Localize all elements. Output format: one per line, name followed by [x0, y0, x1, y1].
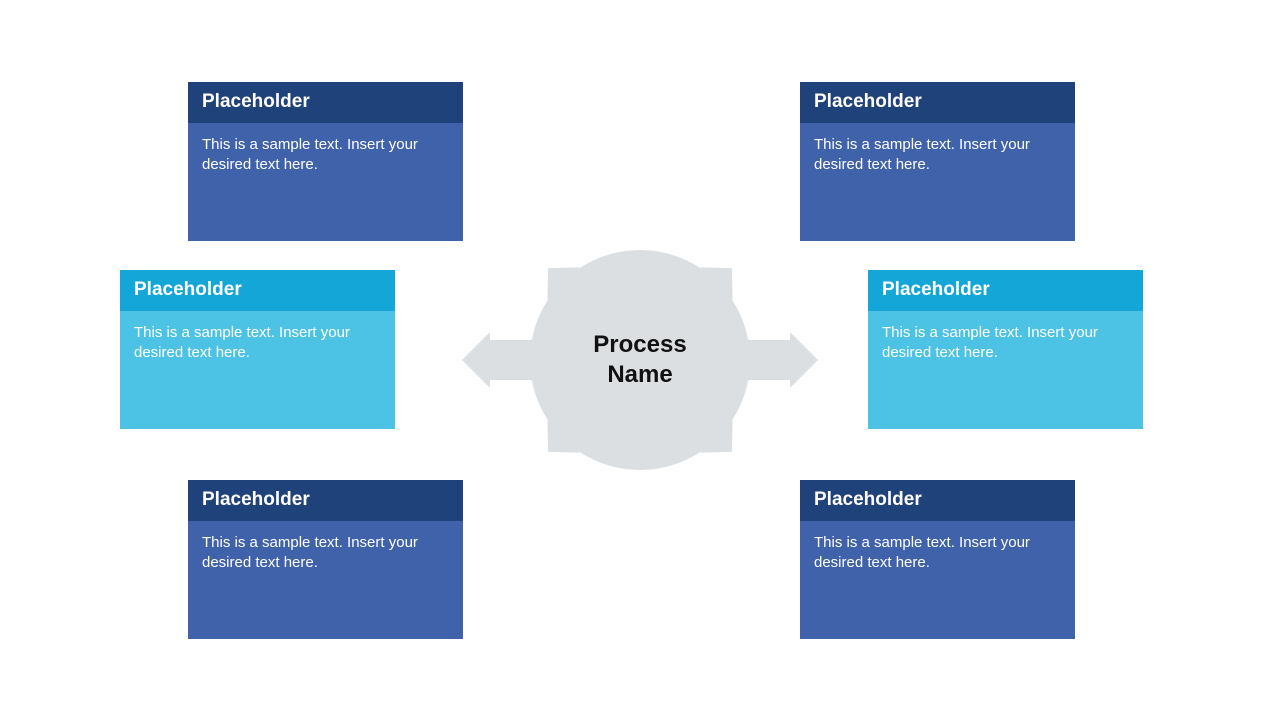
card-middle-right: Placeholder This is a sample text. Inser… [868, 270, 1143, 429]
card-top-right: Placeholder This is a sample text. Inser… [800, 82, 1075, 241]
card-header: Placeholder [188, 82, 463, 123]
center-hub: Process Name [430, 150, 850, 570]
card-top-left: Placeholder This is a sample text. Inser… [188, 82, 463, 241]
card-middle-left: Placeholder This is a sample text. Inser… [120, 270, 395, 429]
diagram-stage: Process Name Placeholder This is a sampl… [0, 0, 1280, 720]
card-bottom-left: Placeholder This is a sample text. Inser… [188, 480, 463, 639]
card-header: Placeholder [120, 270, 395, 311]
card-header: Placeholder [868, 270, 1143, 311]
card-body: This is a sample text. Insert your desir… [800, 123, 1075, 241]
card-body: This is a sample text. Insert your desir… [188, 123, 463, 241]
card-body: This is a sample text. Insert your desir… [868, 311, 1143, 429]
card-header: Placeholder [800, 480, 1075, 521]
card-header: Placeholder [800, 82, 1075, 123]
card-body: This is a sample text. Insert your desir… [120, 311, 395, 429]
card-body: This is a sample text. Insert your desir… [800, 521, 1075, 639]
center-label: Process Name [593, 330, 686, 390]
card-bottom-right: Placeholder This is a sample text. Inser… [800, 480, 1075, 639]
card-body: This is a sample text. Insert your desir… [188, 521, 463, 639]
card-header: Placeholder [188, 480, 463, 521]
